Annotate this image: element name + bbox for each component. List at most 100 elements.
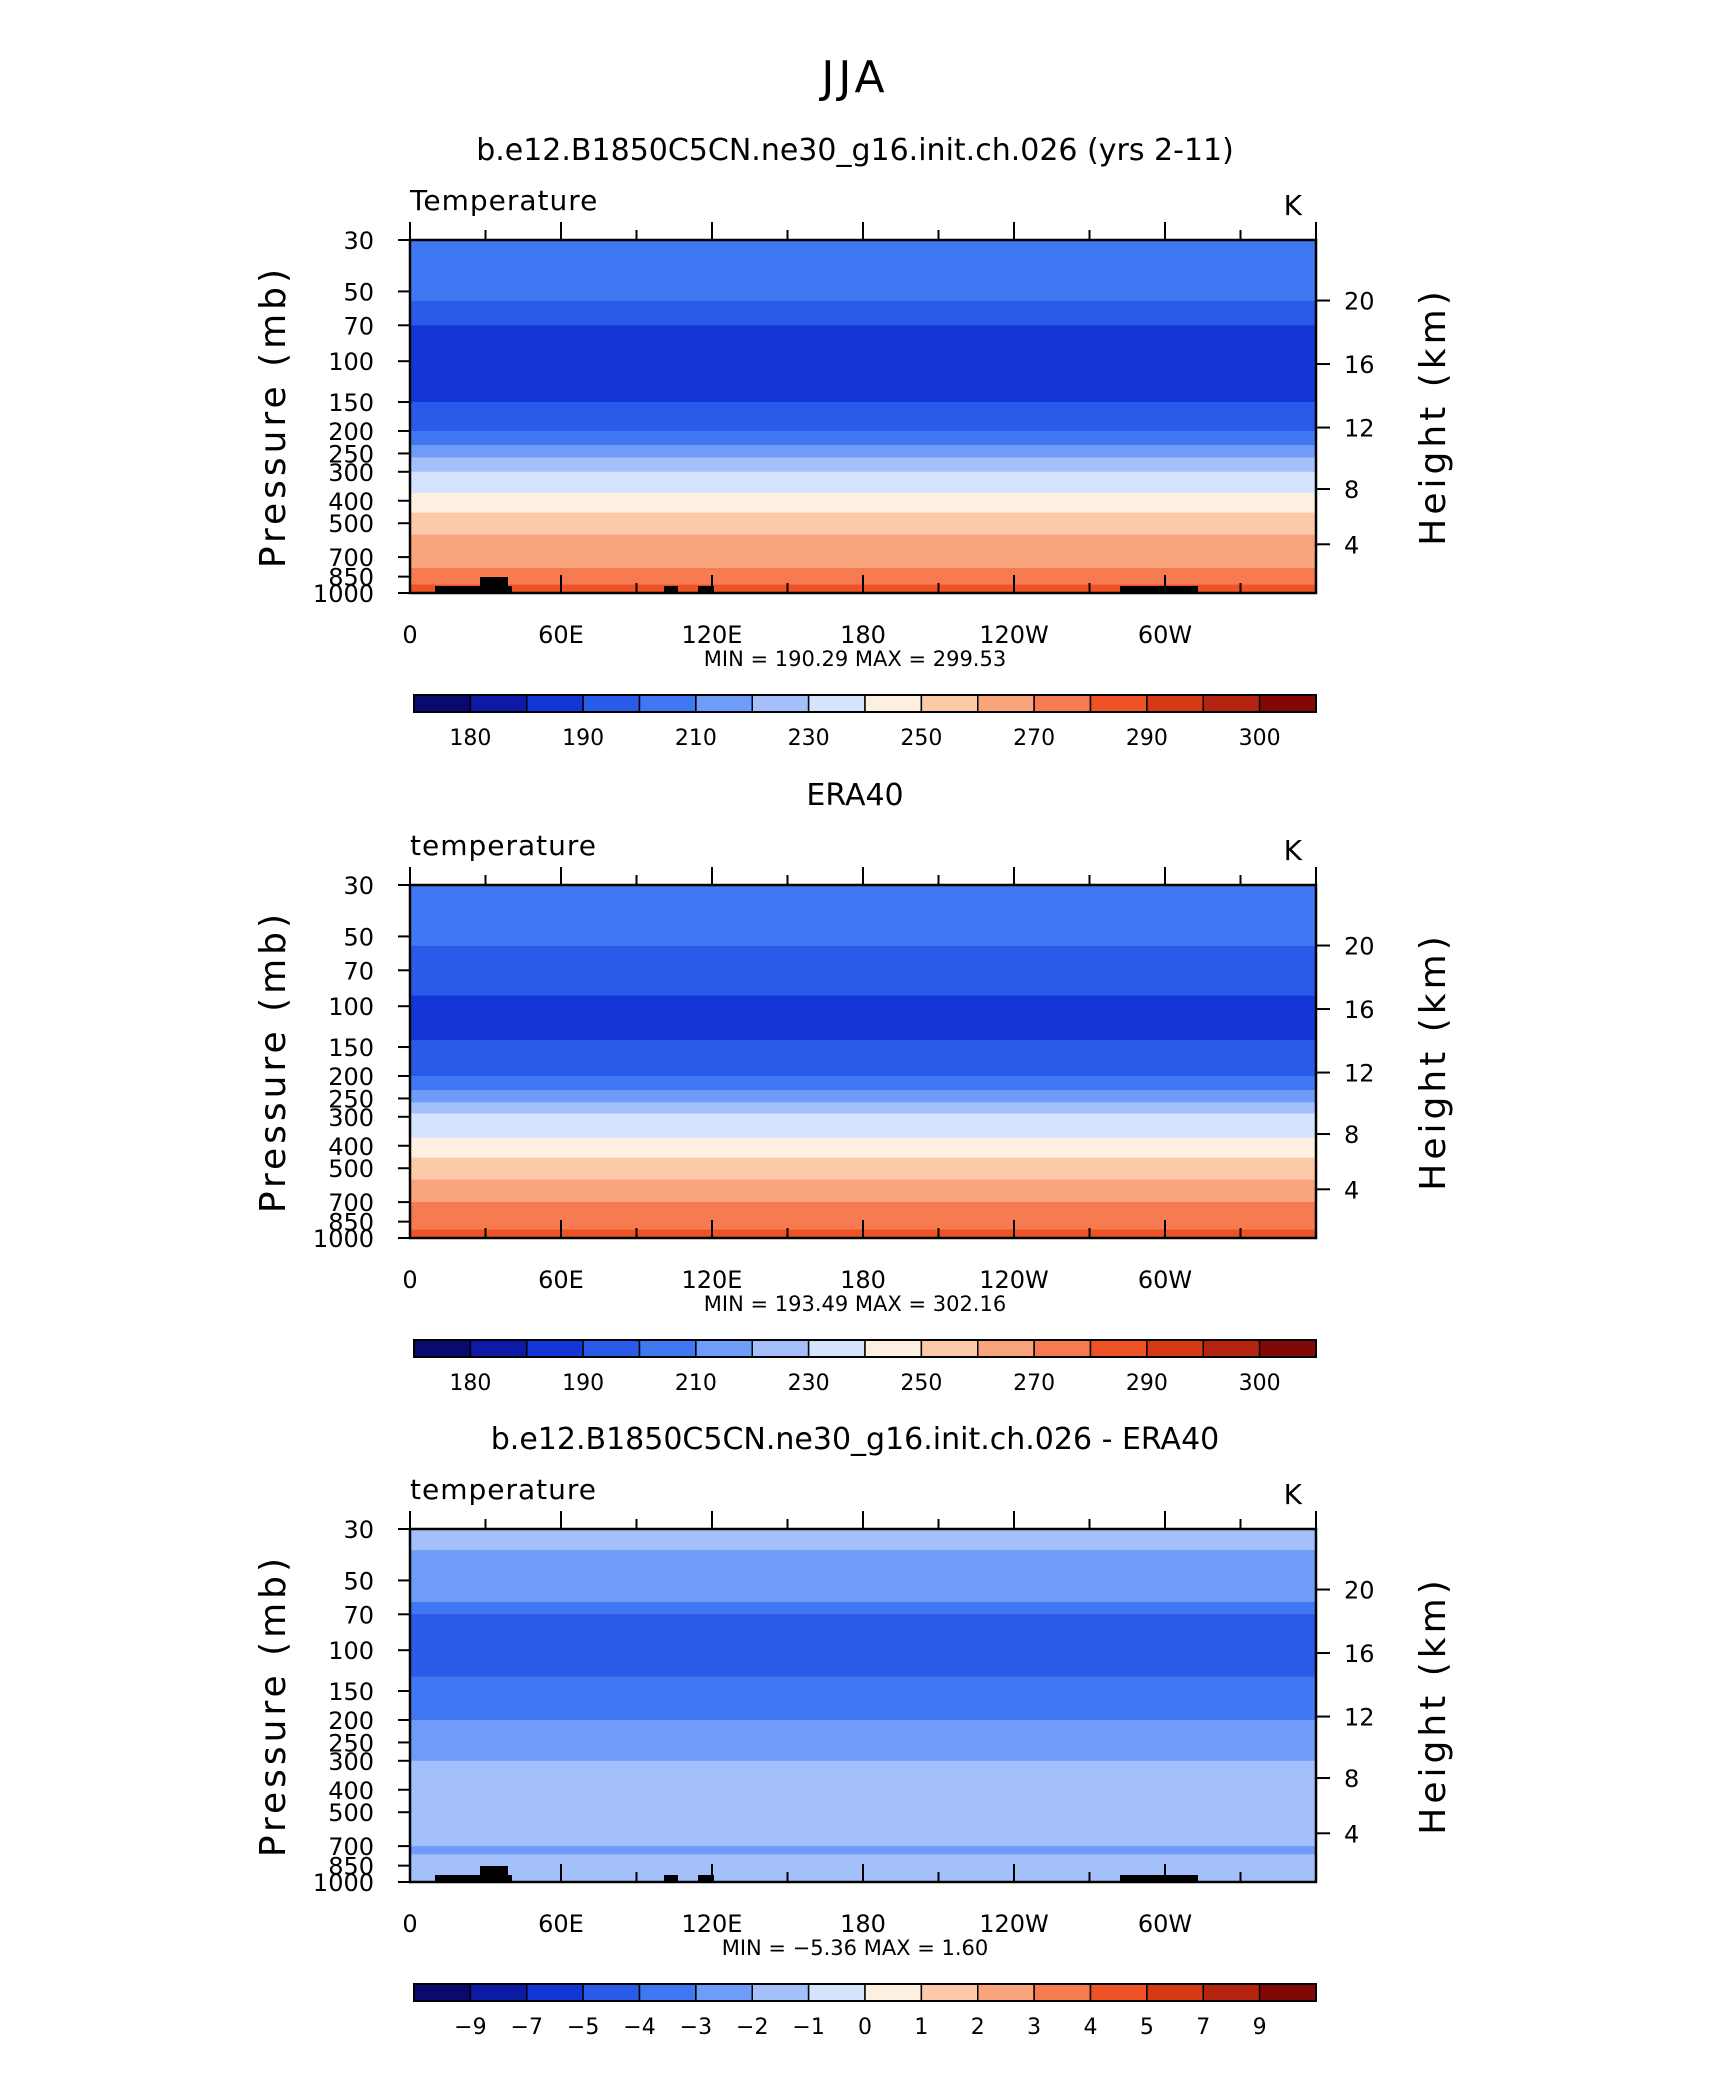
- contour-band: [410, 1676, 1316, 1699]
- contour-band: [410, 1590, 1316, 1603]
- y-tick-label: 850: [328, 1853, 374, 1881]
- contour-band: [410, 492, 1316, 502]
- variable-label: Temperature: [409, 184, 598, 217]
- contour-band: [410, 1102, 1316, 1114]
- y-right-tick-label: 12: [1344, 1704, 1375, 1732]
- y-tick-label: 150: [328, 1678, 374, 1706]
- colorbar-box: [1258, 1983, 1317, 2002]
- y-axis-title: Pressure (mb): [253, 1554, 294, 1857]
- topography: [698, 1875, 714, 1882]
- y-tick-label: 500: [328, 1799, 374, 1827]
- contour-band: [410, 402, 1316, 416]
- y-tick-label: 150: [328, 389, 374, 417]
- panel-title: ERA40: [806, 778, 903, 813]
- minmax-text: MIN = 190.29 MAX = 299.53: [704, 647, 1006, 671]
- contour-band: [410, 523, 1316, 536]
- contour-band: [410, 445, 1316, 458]
- y-tick-label: 100: [328, 348, 374, 376]
- panel-3: b.e12.B1850C5CN.ne30_g16.init.ch.026 - E…: [253, 1422, 1454, 2040]
- y-axis-title: Pressure (mb): [253, 910, 294, 1213]
- topography: [664, 1875, 678, 1882]
- contour-band: [410, 1760, 1316, 1791]
- y-tick-label: 30: [343, 227, 374, 255]
- colorbar-label: 290: [1126, 726, 1168, 751]
- x-tick-label: 60W: [1138, 621, 1192, 649]
- contour-band: [410, 1650, 1316, 1678]
- contour-band: [410, 995, 1316, 1021]
- units-label: K: [1284, 189, 1303, 222]
- y-tick-label: 250: [328, 1729, 374, 1757]
- y-tick-label: 700: [328, 544, 374, 572]
- colorbar-label: 9: [1253, 2015, 1267, 2040]
- colorbar-label: 210: [675, 1371, 717, 1396]
- colorbar-label: −1: [792, 2015, 824, 2040]
- y-right-tick-label: 16: [1344, 996, 1375, 1024]
- x-tick-label: 180: [840, 621, 886, 649]
- y-axis-title: Pressure (mb): [253, 265, 294, 568]
- minmax-text: MIN = 193.49 MAX = 302.16: [704, 1292, 1006, 1316]
- colorbar-label: 2: [971, 2015, 985, 2040]
- colorbar-label: 290: [1126, 1371, 1168, 1396]
- colorbar-box: [920, 694, 979, 713]
- contour-band: [410, 885, 1316, 920]
- colorbar-label: 180: [449, 1371, 491, 1396]
- colorbar-box: [807, 1983, 866, 2002]
- colorbar-box: [526, 1983, 584, 2002]
- contour-band: [410, 500, 1316, 514]
- x-tick-label: 180: [840, 1910, 886, 1938]
- contour-band: [410, 1075, 1316, 1091]
- contour-band: [410, 1168, 1316, 1181]
- colorbar-box: [977, 694, 1035, 713]
- y-right-tick-label: 8: [1344, 1765, 1359, 1793]
- contour-band: [410, 1179, 1316, 1191]
- minmax-text: MIN = −5.36 MAX = 1.60: [722, 1936, 989, 1960]
- colorbar-label: 230: [788, 1371, 830, 1396]
- colorbar-label: 270: [1013, 726, 1055, 751]
- y-tick-label: 700: [328, 1833, 374, 1861]
- x-tick-label: 60E: [538, 1266, 584, 1294]
- panel-2: ERA40 temperature K 0 60E 120E 180 120W 60W 30 50 7…: [253, 778, 1454, 1396]
- colorbar-label: −3: [680, 2015, 712, 2040]
- colorbar-box: [1033, 694, 1092, 713]
- colorbar-box: [977, 1983, 1035, 2002]
- colorbar-box: [807, 694, 866, 713]
- y-tick-label: 300: [328, 459, 374, 487]
- y-right-tick-label: 16: [1344, 1640, 1375, 1668]
- colorbar-label: 300: [1239, 1371, 1281, 1396]
- x-tick-label: 60W: [1138, 1266, 1192, 1294]
- colorbar-box: [1202, 1983, 1261, 2002]
- contour-band: [410, 1113, 1316, 1127]
- x-tick-label: 0: [402, 1266, 417, 1294]
- contour-band: [410, 1529, 1316, 1551]
- contour-band: [410, 1157, 1316, 1169]
- contour-band: [410, 1059, 1316, 1077]
- x-tick-label: 120W: [979, 1910, 1049, 1938]
- contour-band: [410, 567, 1316, 578]
- colorbar-box: [582, 1339, 641, 1358]
- colorbar-label: 190: [562, 726, 604, 751]
- colorbar-box: [526, 1339, 584, 1358]
- y-tick-label: 30: [343, 1516, 374, 1544]
- x-tick-label: 60E: [538, 1910, 584, 1938]
- colorbar-box: [469, 1983, 528, 2002]
- contour-band: [410, 1719, 1316, 1744]
- units-label: K: [1284, 1478, 1303, 1511]
- topography: [480, 1866, 508, 1882]
- y-tick-label: 100: [328, 993, 374, 1021]
- y-right-tick-label: 4: [1344, 1820, 1359, 1848]
- colorbar-box: [1146, 694, 1204, 713]
- y-tick-label: 850: [328, 1209, 374, 1237]
- colorbar-label: −5: [567, 2015, 599, 2040]
- colorbar-box: [413, 1983, 472, 2002]
- y-tick-label: 300: [328, 1748, 374, 1776]
- panel-title: b.e12.B1850C5CN.ne30_g16.init.ch.026 (yr…: [476, 133, 1234, 168]
- colorbar-box: [638, 1983, 697, 2002]
- colorbar-frame: [413, 1983, 1317, 2002]
- colorbar-label: 0: [858, 2015, 872, 2040]
- x-tick-label: 120E: [682, 1266, 743, 1294]
- colorbar-box: [1258, 1339, 1317, 1358]
- y-right-tick-label: 20: [1344, 933, 1375, 961]
- units-label: K: [1284, 834, 1303, 867]
- colorbar-label: 4: [1084, 2015, 1098, 2040]
- y-tick-label: 200: [328, 1707, 374, 1735]
